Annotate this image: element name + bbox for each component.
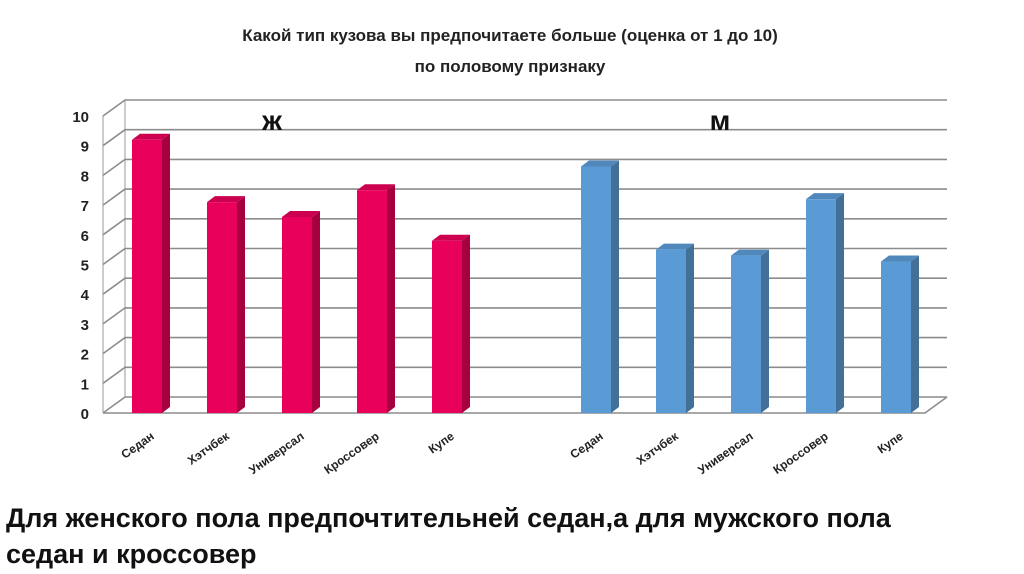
bar-top <box>207 196 245 203</box>
bar-top <box>132 133 170 140</box>
conclusion-line2: седан и кроссовер <box>6 539 257 569</box>
bar <box>132 133 170 413</box>
x-tick-label: Седан <box>567 429 605 462</box>
gridline <box>102 128 947 147</box>
bar-side <box>611 160 619 413</box>
bar-front <box>132 139 162 413</box>
y-tick-label: 4 <box>81 287 90 304</box>
bar-top <box>881 255 919 262</box>
bar-front <box>581 166 611 413</box>
x-tick-label: Кроссовер <box>770 429 830 477</box>
chart-title-line2: по половому признаку <box>415 57 606 76</box>
group-label: м <box>710 105 731 136</box>
bar-side <box>462 234 470 413</box>
bar-side <box>836 193 844 413</box>
x-tick-label: Купе <box>875 429 906 457</box>
y-tick-label: 9 <box>81 139 89 156</box>
bar-side <box>761 249 769 413</box>
conclusion-text: Для женского пола предпочтительней седан… <box>6 500 1016 572</box>
y-tick-label: 2 <box>81 347 89 364</box>
gridline <box>102 99 947 117</box>
bar-side <box>911 255 919 413</box>
bar <box>282 210 320 413</box>
x-tick-label: Купе <box>426 429 457 457</box>
gridline <box>102 218 947 236</box>
bar-front <box>881 261 911 413</box>
bar-front <box>656 249 686 413</box>
bar-side <box>387 184 395 413</box>
gridline <box>102 158 947 177</box>
conclusion-line1: Для женского пола предпочтительней седан… <box>6 503 891 533</box>
bar <box>432 234 470 413</box>
x-tick-label: Кроссовер <box>321 429 381 477</box>
bar-top <box>432 234 470 241</box>
y-tick-label: 10 <box>72 109 89 126</box>
bar <box>581 160 619 413</box>
y-tick-label: 6 <box>81 228 89 245</box>
bar-front <box>432 240 462 413</box>
bar <box>656 243 694 413</box>
y-tick-label: 3 <box>81 317 89 334</box>
bar-side <box>686 243 694 413</box>
bar-top <box>581 160 619 167</box>
y-tick-label: 0 <box>81 406 89 423</box>
bar-front <box>357 190 387 413</box>
bar-top <box>731 249 769 256</box>
gridline <box>102 188 947 206</box>
x-tick-label: Универсал <box>695 429 755 477</box>
bar <box>207 196 245 413</box>
x-tick-label: Универсал <box>246 429 306 477</box>
bar-side <box>162 133 170 413</box>
bar-side <box>312 210 320 413</box>
bar-front <box>282 216 312 413</box>
bar <box>357 184 395 413</box>
x-tick-label: Хэтчбек <box>185 428 233 467</box>
y-axis: 0 1 2 3 4 5 6 7 8 9 10 <box>72 109 104 423</box>
x-tick-label: Седан <box>118 429 156 462</box>
x-tick-label: Хэтчбек <box>634 428 682 467</box>
group-label: ж <box>261 105 283 136</box>
y-tick-label: 7 <box>81 198 89 215</box>
bar-front <box>731 255 761 413</box>
y-tick-label: 8 <box>81 168 89 185</box>
bar-top <box>806 193 844 200</box>
chart: Какой тип кузова вы предпочитаете больше… <box>72 26 948 477</box>
bars <box>132 133 919 413</box>
bar-front <box>207 202 237 413</box>
bar-top <box>357 184 395 191</box>
y-tick-label: 1 <box>81 376 89 393</box>
bar <box>806 193 844 413</box>
y-tick-label: 5 <box>81 258 89 275</box>
bar <box>881 255 919 413</box>
chart-title-line1: Какой тип кузова вы предпочитаете больше… <box>242 26 777 45</box>
bar-front <box>806 199 836 413</box>
bar-top <box>282 210 320 217</box>
bar-side <box>237 196 245 413</box>
bar-top <box>656 243 694 250</box>
bar <box>731 249 769 413</box>
